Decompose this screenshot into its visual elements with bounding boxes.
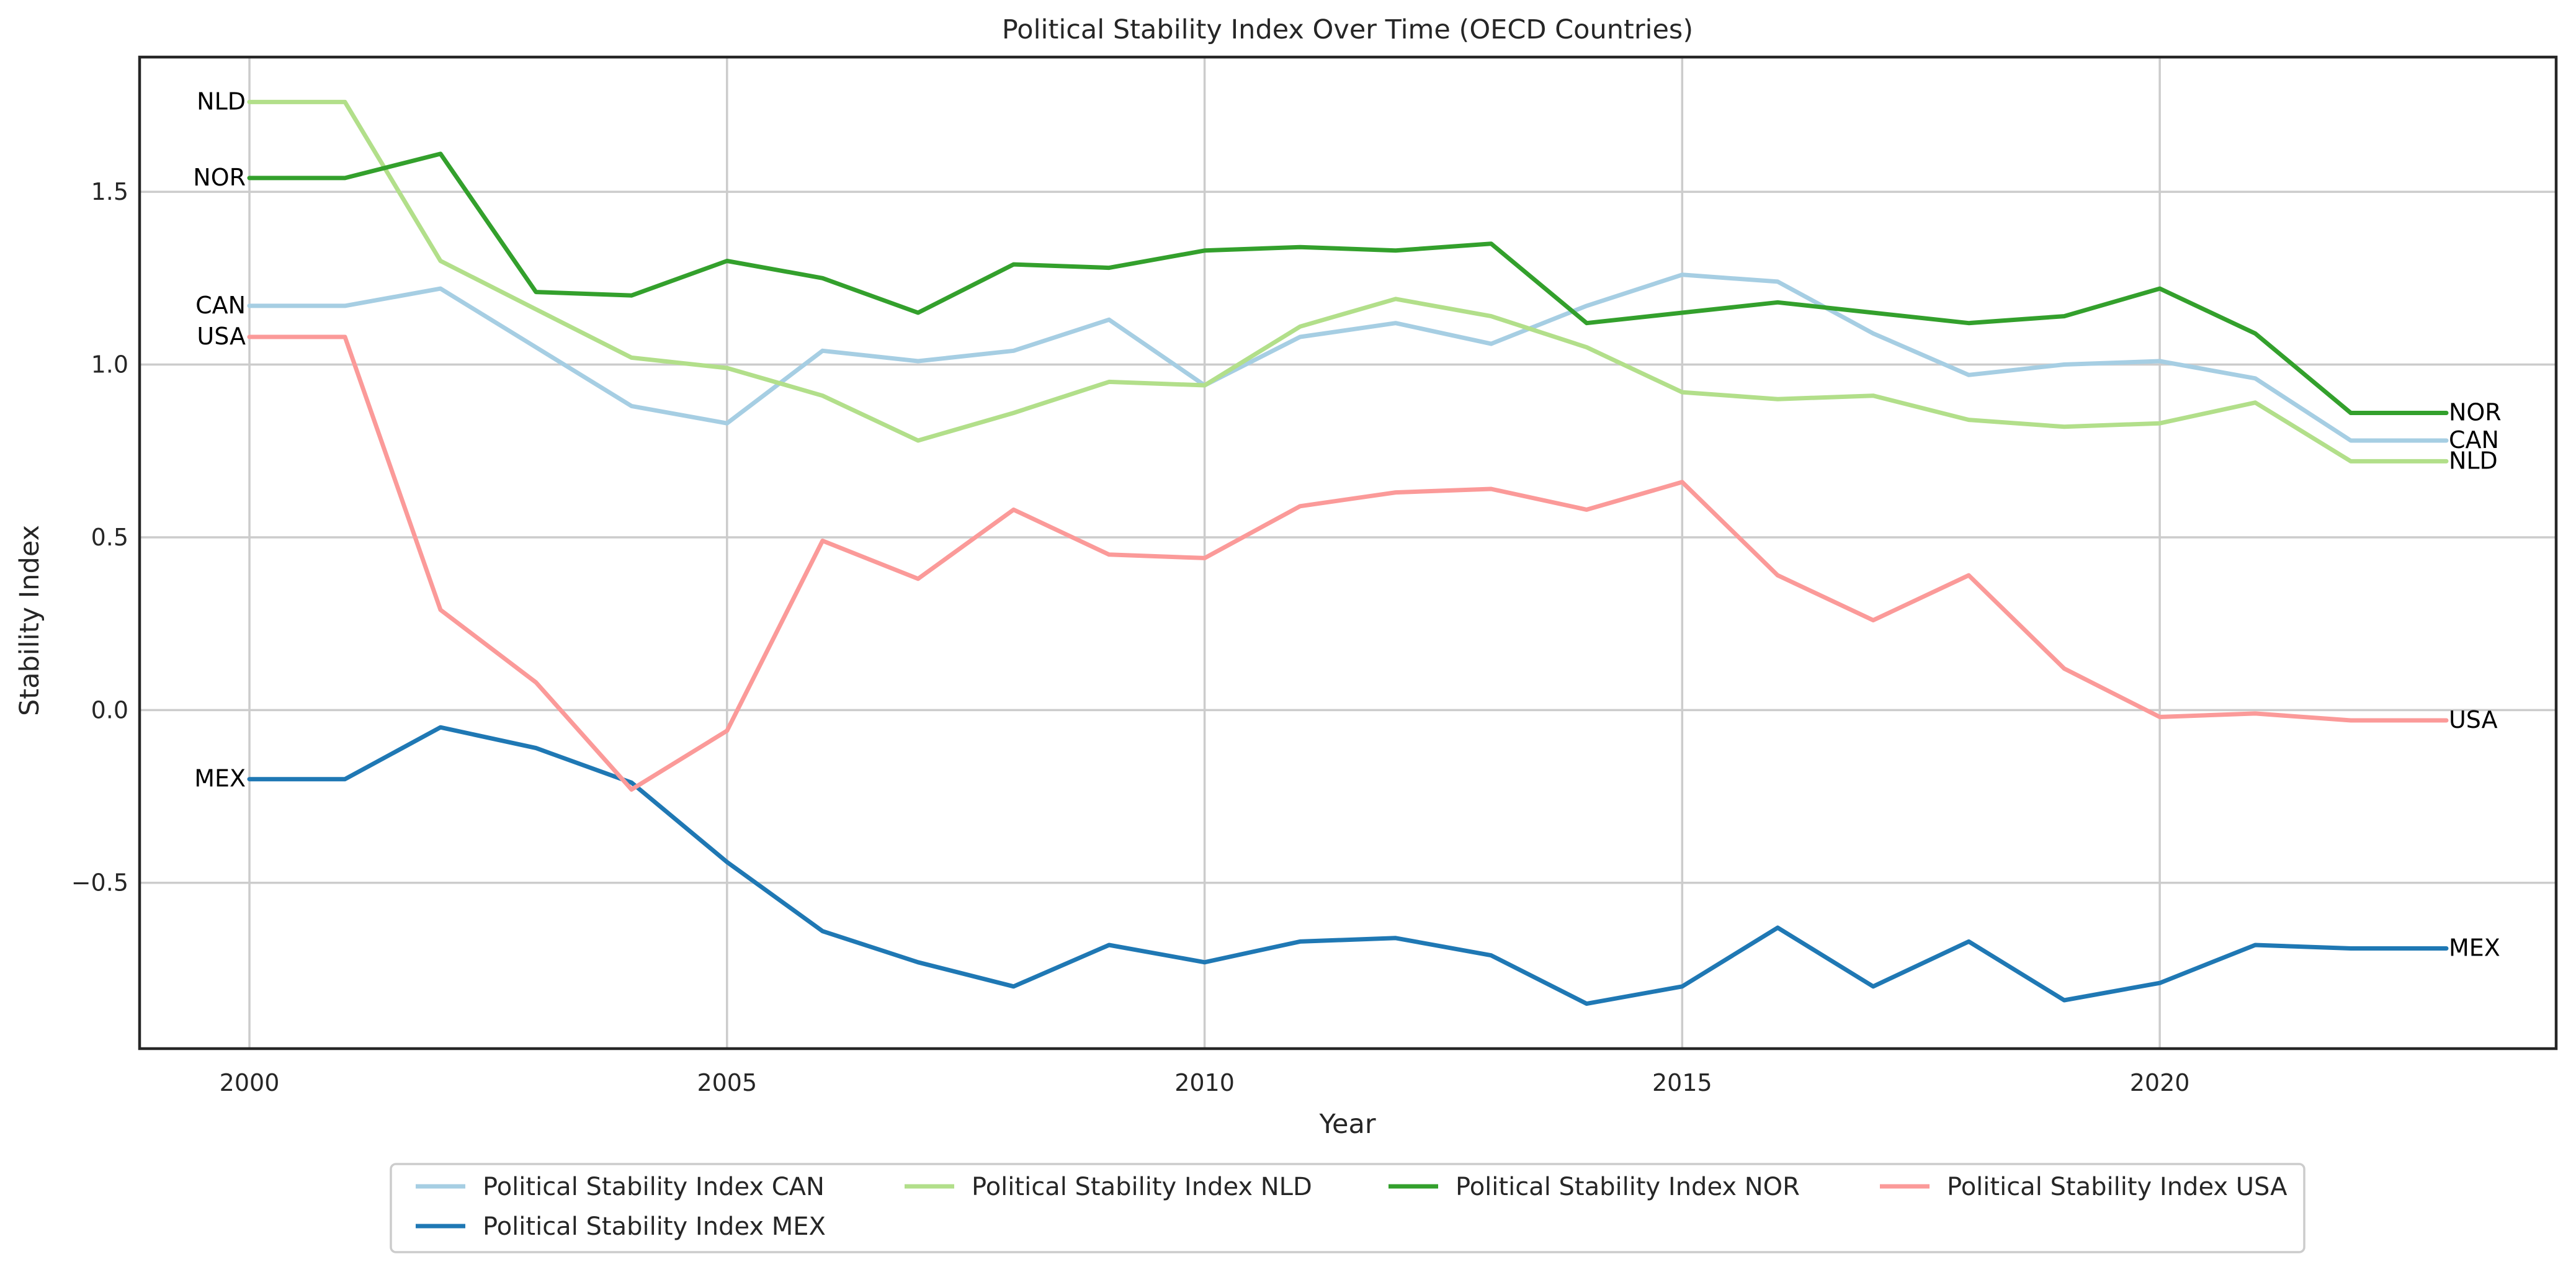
grid-lines: [140, 57, 2556, 1049]
end-label-nor: NOR: [2449, 398, 2502, 426]
series-line-nld: [247, 99, 2449, 464]
y-tick-label: 1.5: [91, 178, 128, 205]
chart-title: Political Stability Index Over Time (OEC…: [1002, 14, 1693, 45]
start-label-mex: MEX: [194, 765, 246, 792]
start-label-usa: USA: [197, 323, 246, 350]
x-tick-label: 2000: [220, 1069, 280, 1096]
series-line-mex: [247, 725, 2449, 1006]
x-tick-label: 2005: [697, 1069, 757, 1096]
end-label-can: CAN: [2449, 426, 2499, 454]
legend-label-nor: Political Stability Index NOR: [1456, 1173, 1800, 1201]
axis-ticks: 2000 2005 2010 2015 2020 −0.5 0.0 0.5 1.0 1.5: [71, 178, 2190, 1096]
series-lines: [247, 99, 2449, 1006]
y-tick-label: −0.5: [71, 869, 128, 897]
legend-box: [390, 1163, 2305, 1253]
legend-label-usa: Political Stability Index USA: [1947, 1173, 2288, 1201]
y-tick-label: 1.0: [91, 351, 128, 378]
legend-label-mex: Political Stability Index MEX: [483, 1212, 826, 1241]
x-axis-label: Year: [1318, 1109, 1375, 1140]
start-label-nor: NOR: [193, 164, 246, 191]
x-tick-label: 2020: [2130, 1069, 2190, 1096]
y-tick-label: 0.0: [91, 696, 128, 723]
y-axis-label: Stability Index: [14, 525, 45, 716]
series-line-nor: [247, 151, 2449, 415]
start-label-nld: NLD: [197, 87, 246, 115]
end-label-usa: USA: [2449, 706, 2498, 733]
x-tick-label: 2010: [1174, 1069, 1235, 1096]
y-tick-label: 0.5: [91, 524, 128, 551]
end-label-nld: NLD: [2449, 447, 2498, 474]
series-line-usa: [247, 334, 2449, 792]
start-label-can: CAN: [195, 292, 246, 319]
x-tick-label: 2015: [1652, 1069, 1712, 1096]
legend-label-nld: Political Stability Index NLD: [972, 1173, 1312, 1201]
legend: Political Stability Index CAN Political S…: [390, 1163, 2305, 1253]
legend-label-can: Political Stability Index CAN: [483, 1173, 825, 1201]
series-line-can: [247, 272, 2449, 443]
end-label-mex: MEX: [2449, 934, 2500, 962]
plot-frame: [138, 55, 2558, 1050]
